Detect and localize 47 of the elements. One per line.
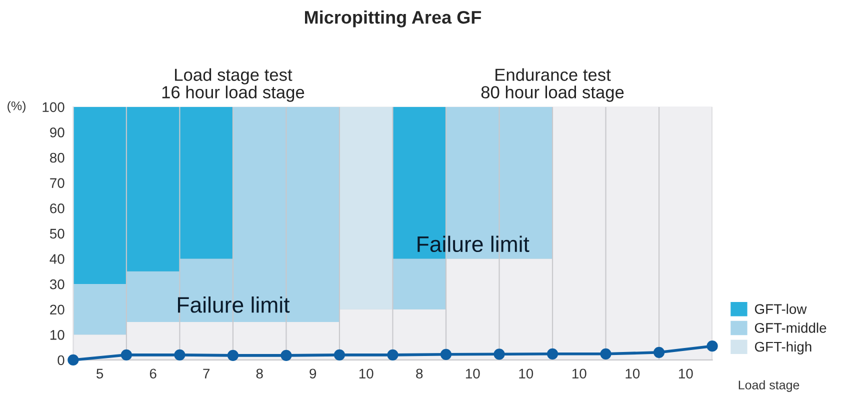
point	[68, 354, 79, 366]
y-axis-title: (%)	[8, 101, 26, 113]
y-tick-label: 70	[50, 178, 64, 188]
chart-title: Micropitting Area GF	[305, 10, 482, 28]
legend-label: GFT-high	[754, 341, 812, 354]
x-tick-label: 8	[256, 368, 263, 379]
point	[494, 348, 505, 360]
point	[600, 348, 612, 360]
point	[280, 350, 292, 361]
legend-label: GFT-low	[754, 304, 807, 314]
x-tick-label: 7	[203, 368, 210, 378]
point	[546, 348, 558, 360]
y-tick-label: 100	[42, 102, 64, 112]
legend-label: GFT-middle	[754, 322, 826, 333]
point	[653, 346, 665, 358]
bar	[393, 258, 446, 310]
point	[174, 349, 186, 360]
y-tick-label: 40	[50, 254, 64, 264]
bar	[340, 106, 392, 310]
x-tick-label: 8	[416, 368, 423, 379]
x-tick-label: 5	[96, 368, 104, 379]
y-tick-label: 60	[50, 203, 64, 214]
text: Endurance test 80 hour load stage	[481, 68, 624, 102]
y-tick-label: 0	[58, 355, 64, 366]
y-tick-label: 30	[50, 279, 64, 290]
point	[227, 350, 239, 361]
point	[334, 349, 346, 360]
y-tick-label: 80	[50, 152, 64, 163]
y-tick-label: 50	[50, 228, 64, 239]
y-tick-label: 20	[50, 304, 64, 315]
point	[706, 340, 718, 352]
x-axis-title: Load stage	[738, 380, 800, 392]
annotation: Failure limit	[178, 296, 290, 313]
point	[120, 349, 132, 360]
x-tick-label: 10	[626, 368, 640, 379]
x-tick-label: 10	[466, 368, 480, 379]
x-tick-label: 9	[310, 368, 316, 379]
y-tick-label: 10	[50, 330, 64, 340]
x-tick-label: 6	[150, 368, 156, 379]
x-tick-label: 10	[572, 368, 586, 379]
point	[440, 348, 452, 360]
x-tick-label: 10	[678, 368, 693, 379]
y-tick-label: 90	[50, 128, 64, 138]
x-tick-label: 10	[359, 368, 374, 379]
text: Load stage test 16 hour load stage	[162, 68, 304, 102]
point	[387, 349, 398, 360]
x-tick-label: 10	[519, 368, 534, 379]
